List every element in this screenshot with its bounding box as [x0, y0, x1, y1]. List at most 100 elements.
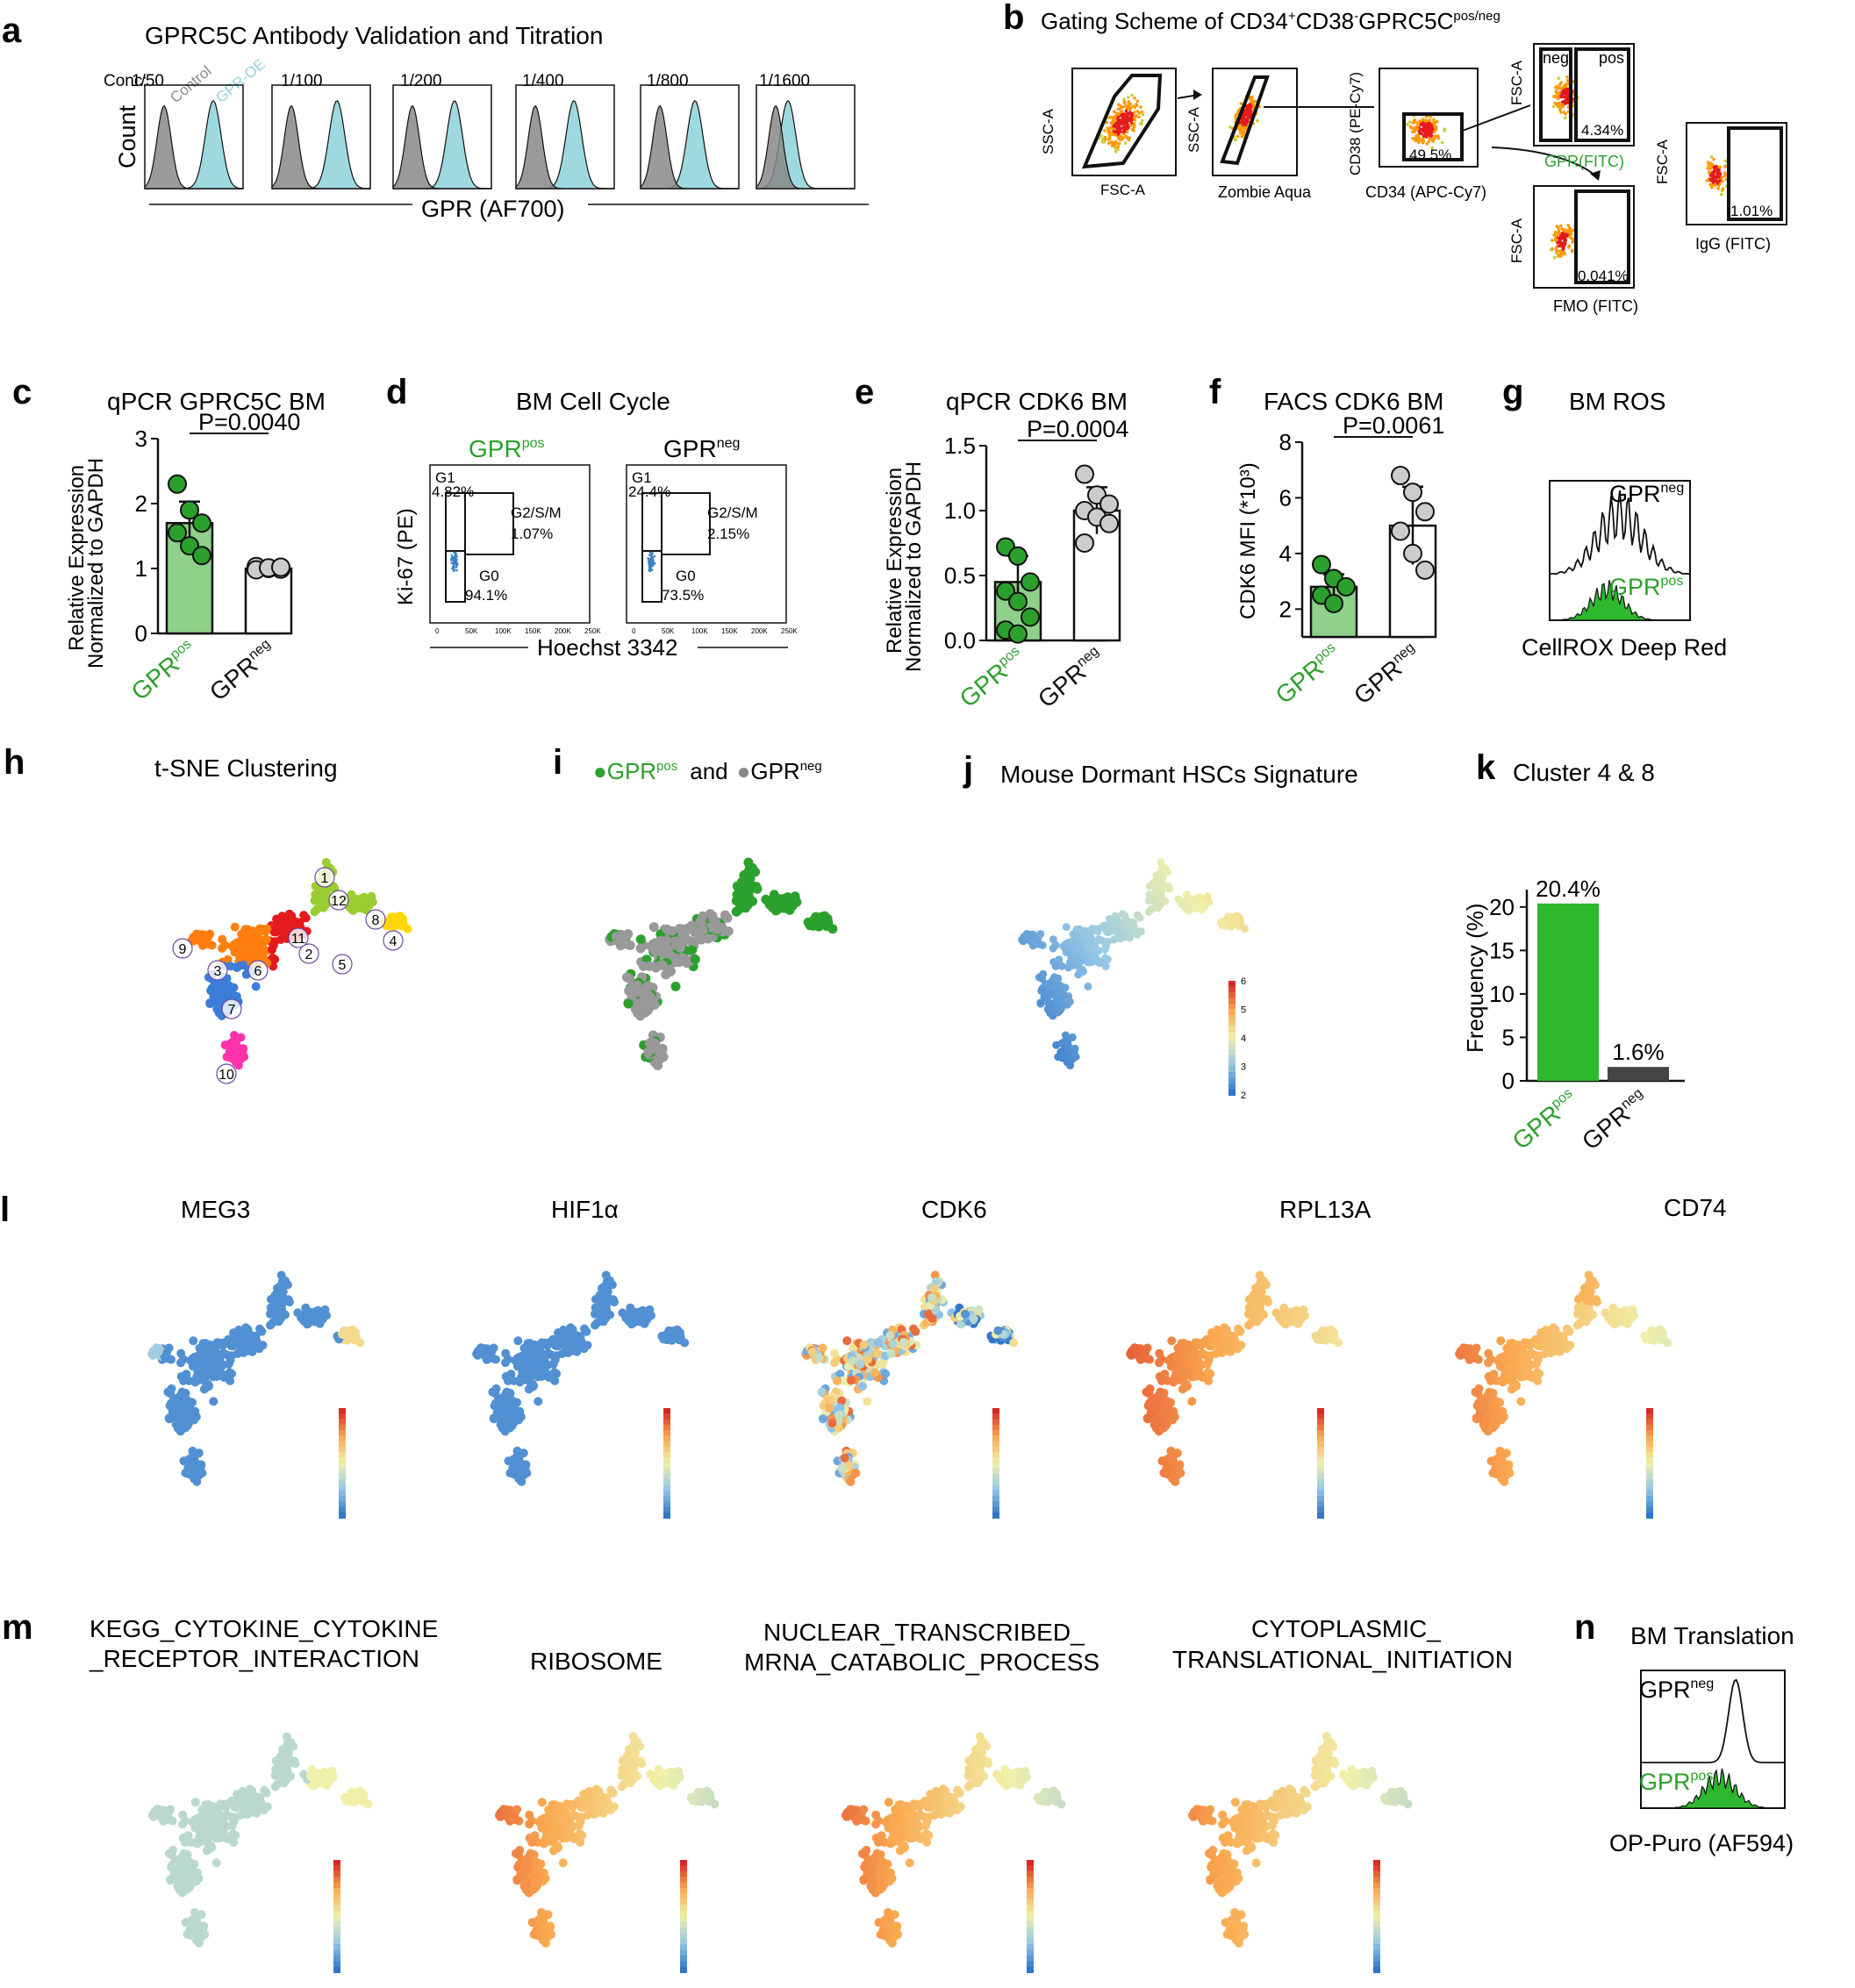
color-scale-segment	[1317, 1446, 1324, 1453]
tsne-cell	[1167, 1336, 1177, 1346]
tsne-cell	[1068, 942, 1077, 951]
tsne-cell	[225, 981, 234, 990]
g2-gate	[661, 492, 711, 555]
flow-event	[1552, 255, 1557, 260]
flow-event	[1244, 123, 1248, 127]
color-scale-segment	[339, 1484, 346, 1491]
color-scale-segment	[1317, 1441, 1324, 1448]
tsne-cell	[204, 1382, 213, 1391]
flow-event	[1239, 132, 1243, 135]
y-tick-label: 0.0	[944, 627, 976, 654]
tsne-cell	[1182, 1382, 1192, 1391]
flow-event	[1430, 146, 1434, 150]
tsne-cell	[251, 982, 261, 991]
tsne-cell	[1145, 890, 1154, 899]
tsne-cell	[1095, 925, 1104, 933]
tsne-cell	[1511, 1382, 1521, 1391]
tsne-cell	[240, 1052, 249, 1062]
color-scale-segment	[1228, 1009, 1235, 1016]
flow-event	[1235, 134, 1240, 139]
tsne-cell	[526, 1360, 536, 1369]
color-scale-segment	[992, 1506, 999, 1513]
tsne-cell	[1153, 880, 1162, 889]
data-point	[1099, 494, 1119, 514]
cell-event	[648, 554, 651, 556]
color-scale-segment	[339, 1501, 346, 1508]
tsne-cell	[225, 1048, 234, 1057]
b-p5-xlabel: FMO (FITC)	[1553, 297, 1638, 315]
y-tick-label: 8	[1279, 429, 1292, 455]
color-scale-segment	[1228, 1089, 1235, 1096]
color-scale-segment	[992, 1441, 999, 1448]
data-point	[1391, 466, 1410, 486]
flow-event	[1406, 123, 1409, 126]
control-histogram	[271, 104, 370, 190]
flow-event	[1425, 142, 1429, 146]
panel-letter-c: c	[12, 373, 32, 411]
panel-a-conc-6: 1/1600	[759, 72, 810, 90]
tsne-cell	[387, 912, 397, 922]
tsne-cell	[1159, 1411, 1168, 1420]
control-histogram	[756, 104, 855, 190]
data-point	[1008, 591, 1028, 611]
data-point	[1021, 607, 1040, 627]
cell-event	[452, 564, 455, 567]
tsne-cell	[508, 1396, 518, 1405]
flow-event	[1558, 108, 1562, 111]
panel-a-conc-5: 1/800	[647, 72, 689, 90]
tsne-cell	[1151, 1395, 1161, 1405]
flow-event	[1124, 109, 1128, 113]
panel-c-ylabel-1: Relative Expression	[65, 465, 89, 651]
tsne-cell	[519, 1356, 528, 1366]
flow-event	[1568, 227, 1572, 231]
tsne-cell	[301, 913, 311, 923]
flow-event	[1566, 224, 1571, 227]
flow-event	[1411, 137, 1415, 140]
tsne-cell	[224, 1359, 233, 1369]
flow-event	[1240, 134, 1244, 139]
cellcycle-frame	[429, 464, 591, 624]
tsne-cell	[1076, 946, 1085, 955]
flow-event	[1141, 113, 1145, 117]
tsne-cell	[541, 1368, 550, 1377]
panel-b-flow-plots	[1071, 43, 1787, 289]
tsne-cell	[1049, 944, 1057, 953]
color-scale-segment	[1228, 1072, 1235, 1079]
color-scale-segment	[663, 1424, 670, 1431]
tsne-cell	[877, 1359, 887, 1369]
flow-event	[1718, 165, 1722, 169]
flow-event	[1559, 254, 1563, 258]
data-point	[168, 523, 187, 543]
y-tick-label: 2	[1279, 596, 1292, 622]
tsne-cell	[827, 924, 838, 934]
flow-event	[1560, 232, 1565, 236]
tsne-cell	[1176, 1469, 1185, 1477]
flow-event	[1135, 113, 1138, 118]
flow-event	[1113, 130, 1116, 133]
panel-l-tsnes	[147, 1270, 1672, 1519]
tsne-cell	[501, 1358, 510, 1368]
flow-event	[1420, 132, 1423, 136]
flow-event	[1102, 140, 1107, 144]
cell-event	[455, 569, 458, 572]
panel-l-title-3: CDK6	[921, 1196, 987, 1223]
tsne-cell	[274, 1314, 283, 1323]
tsne-cell	[662, 945, 673, 955]
flow-event	[1551, 247, 1554, 251]
cell-event	[456, 562, 459, 566]
tsne-cell	[627, 1319, 636, 1329]
flow-event	[1103, 129, 1107, 132]
tsne-cell	[1252, 1293, 1262, 1303]
flow-event	[1428, 129, 1432, 133]
gate-plot-6-frame	[1686, 122, 1787, 225]
panel-l-title-2: HIF1α	[551, 1196, 619, 1223]
cell-event	[455, 553, 458, 555]
color-scale-segment	[339, 1430, 346, 1437]
tsne-cell	[740, 879, 750, 890]
p-value: P=0.0061	[1343, 412, 1444, 439]
tsne-cell	[1066, 1061, 1075, 1069]
panel-letter-b: b	[1003, 0, 1024, 37]
color-scale-segment	[663, 1441, 670, 1448]
flow-event	[1114, 115, 1118, 118]
tsne-cell	[534, 1355, 544, 1364]
